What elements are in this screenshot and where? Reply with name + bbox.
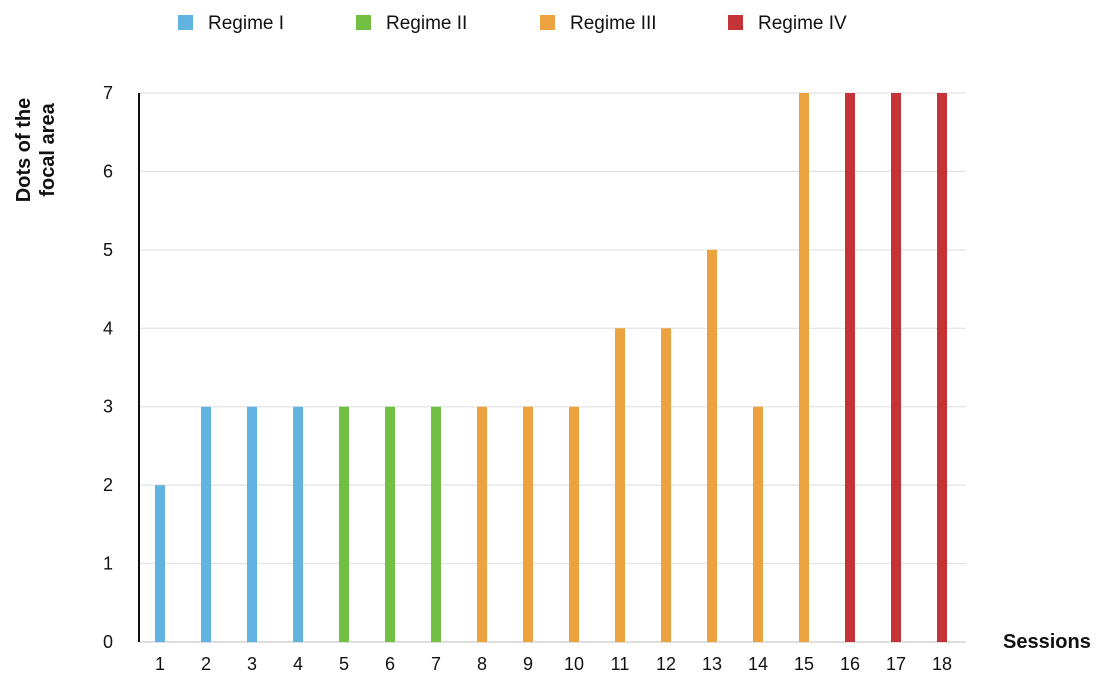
x-tick-label: 17 (886, 654, 906, 674)
x-axis-title: Sessions (1003, 631, 1091, 653)
bar (247, 406, 257, 642)
x-tick-label: 13 (702, 654, 722, 674)
bar (799, 93, 809, 642)
legend-swatch (178, 15, 193, 30)
legend-label: Regime IV (758, 13, 847, 34)
bar (339, 406, 349, 642)
x-tick-label: 16 (840, 654, 860, 674)
y-tick-label: 0 (103, 632, 113, 652)
bar (523, 406, 533, 642)
x-tick-label: 18 (932, 654, 952, 674)
legend-label: Regime III (570, 13, 657, 34)
x-tick-label: 12 (656, 654, 676, 674)
bar (201, 406, 211, 642)
bar (661, 328, 671, 642)
x-tick-label: 9 (523, 654, 533, 674)
bar (569, 406, 579, 642)
bar (937, 93, 947, 642)
bar (891, 93, 901, 642)
x-tick-label: 4 (293, 654, 303, 674)
x-tick-label: 2 (201, 654, 211, 674)
y-axis-title: Dots of the focal area (13, 98, 59, 202)
bar (385, 406, 395, 642)
x-tick-label: 3 (247, 654, 257, 674)
x-tick-label: 14 (748, 654, 768, 674)
x-tick-label: 10 (564, 654, 584, 674)
bar (615, 328, 625, 642)
legend-label: Regime I (208, 13, 284, 34)
y-axis-title-line: Dots of the (13, 98, 35, 202)
y-axis-title-text: Dots of the focal area (13, 98, 59, 202)
y-tick-label: 7 (103, 83, 113, 103)
legend-swatch (356, 15, 371, 30)
gridlines (139, 92, 966, 643)
y-axis-title-line: focal area (37, 102, 59, 196)
y-tick-label: 3 (103, 397, 113, 417)
x-tick-label: 1 (155, 654, 165, 674)
y-tick-label: 2 (103, 475, 113, 495)
y-tick-labels: 0 1 2 3 4 5 6 7 (103, 83, 113, 652)
legend-label: Regime II (386, 13, 467, 34)
x-tick-labels: 1 2 3 4 5 6 7 8 9 10 11 12 13 14 15 16 17 18 (155, 654, 952, 674)
y-tick-label: 5 (103, 240, 113, 260)
bar (431, 406, 441, 642)
legend-swatch (728, 15, 743, 30)
bar (477, 406, 487, 642)
bars (155, 93, 947, 642)
x-tick-label: 11 (611, 654, 630, 674)
x-tick-label: 8 (477, 654, 487, 674)
bar (753, 406, 763, 642)
y-tick-label: 6 (103, 161, 113, 181)
legend: Regime I Regime II Regime III Regime IV (178, 13, 847, 34)
bar (707, 249, 717, 642)
x-tick-label: 7 (431, 654, 441, 674)
y-tick-label: 1 (103, 554, 113, 574)
legend-swatch (540, 15, 555, 30)
x-tick-label: 5 (339, 654, 349, 674)
y-tick-label: 4 (103, 318, 113, 338)
bar (845, 93, 855, 642)
x-tick-label: 6 (385, 654, 395, 674)
bar (155, 485, 165, 642)
bar (293, 406, 303, 642)
x-tick-label: 15 (794, 654, 814, 674)
